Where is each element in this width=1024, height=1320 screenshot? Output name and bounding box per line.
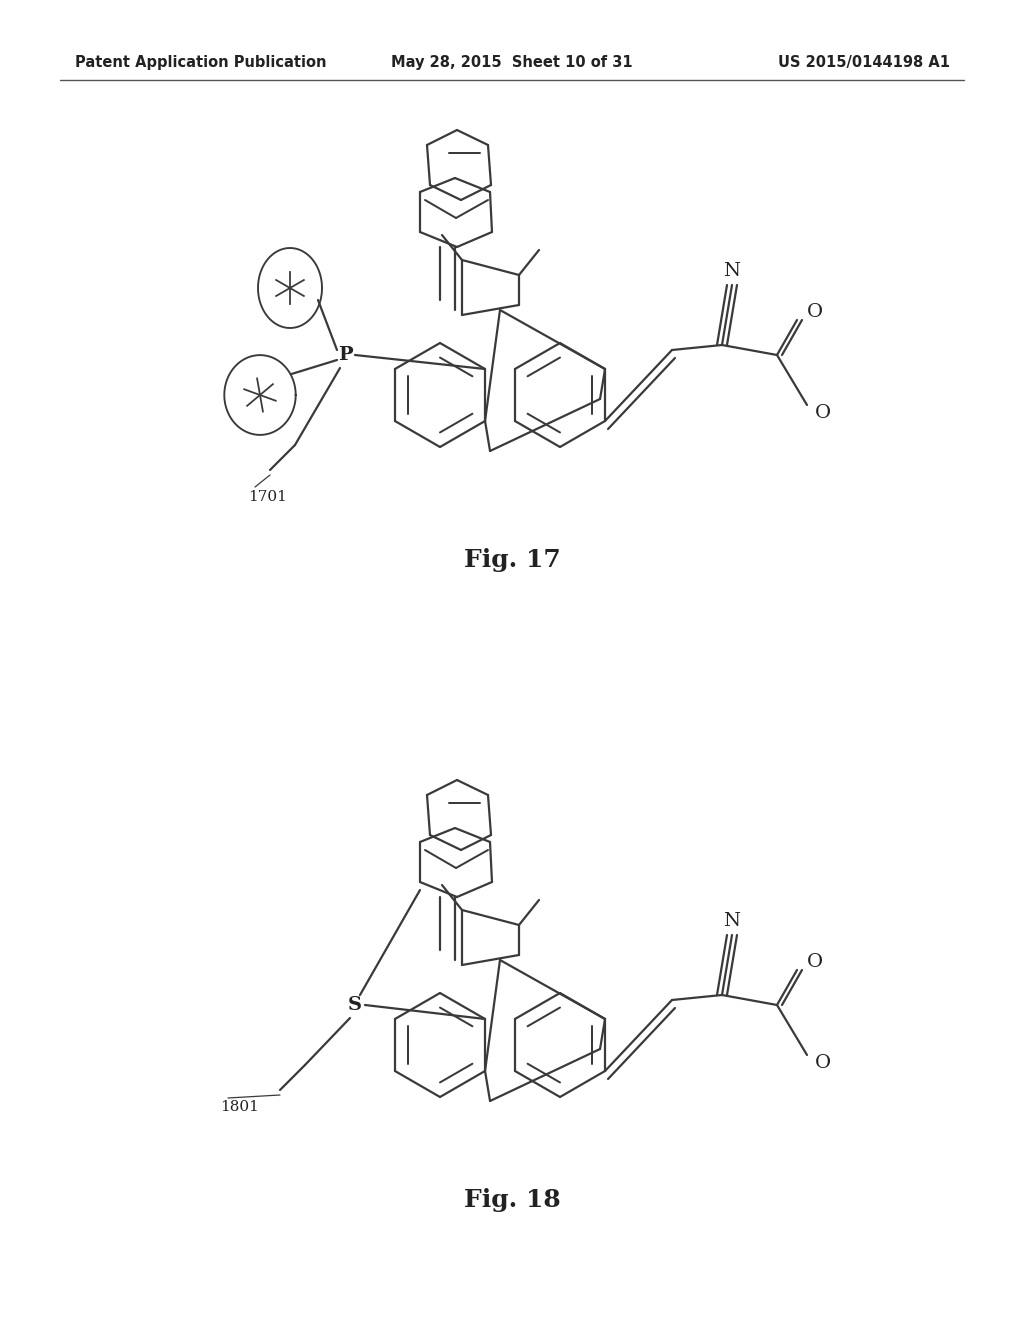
Text: O: O (807, 953, 823, 972)
Text: US 2015/0144198 A1: US 2015/0144198 A1 (778, 54, 950, 70)
Text: Fig. 17: Fig. 17 (464, 548, 560, 572)
Text: Fig. 18: Fig. 18 (464, 1188, 560, 1212)
Text: O: O (815, 1053, 831, 1072)
Text: 1701: 1701 (248, 490, 287, 504)
Text: S: S (348, 997, 362, 1014)
Text: P: P (338, 346, 352, 364)
Text: May 28, 2015  Sheet 10 of 31: May 28, 2015 Sheet 10 of 31 (391, 54, 633, 70)
Text: Patent Application Publication: Patent Application Publication (75, 54, 327, 70)
Text: O: O (807, 304, 823, 321)
Text: 1801: 1801 (220, 1100, 259, 1114)
Text: N: N (724, 261, 740, 280)
Text: N: N (724, 912, 740, 931)
Text: O: O (815, 404, 831, 422)
